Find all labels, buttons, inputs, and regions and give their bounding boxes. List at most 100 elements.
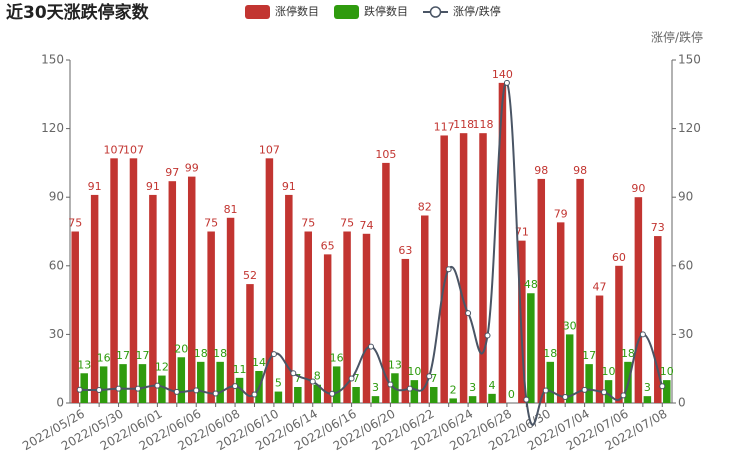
bar [537, 178, 546, 403]
y2-tick-label: 120 [678, 121, 701, 135]
y-tick-label: 120 [41, 121, 64, 135]
value-label: 4 [489, 379, 496, 392]
value-label: 98 [534, 164, 548, 177]
value-label: 7 [353, 372, 360, 385]
bar [246, 284, 254, 403]
line [79, 81, 664, 426]
value-label: 17 [116, 349, 130, 362]
value-label: 3 [644, 381, 651, 394]
bar [382, 162, 390, 403]
line-marker [76, 386, 83, 393]
line-marker [639, 331, 646, 338]
bar [129, 158, 138, 403]
value-label: 0 [508, 388, 515, 401]
value-label: 65 [321, 239, 335, 252]
y2-axis-label: 涨停/跌停 [651, 30, 703, 45]
value-label: 105 [375, 148, 396, 161]
bar [168, 181, 177, 403]
y-tick-label: 90 [49, 190, 64, 204]
bar [235, 377, 244, 403]
bar [498, 82, 507, 403]
legend-item: 涨停/跌停 [423, 4, 501, 18]
value-label: 11 [233, 363, 247, 376]
line-marker [601, 389, 608, 396]
line-marker [193, 387, 200, 394]
bar [80, 373, 88, 403]
line-marker [232, 383, 239, 390]
line-marker [620, 392, 627, 399]
value-label: 91 [146, 180, 160, 193]
bar [488, 393, 496, 403]
value-label: 73 [651, 221, 665, 234]
value-label: 140 [492, 68, 513, 81]
bar [576, 178, 584, 403]
value-label: 10 [602, 365, 616, 378]
line-marker [368, 343, 374, 350]
value-label: 2 [450, 383, 457, 396]
value-label: 17 [582, 349, 596, 362]
legend-label: 涨停数目 [275, 4, 319, 18]
line-marker [562, 393, 569, 400]
value-label: 79 [554, 207, 568, 220]
y-tick-label: 150 [41, 53, 64, 67]
legend-label: 涨停/跌停 [453, 4, 501, 18]
y-tick-label: 30 [49, 327, 64, 341]
line-marker [115, 385, 122, 392]
y2-tick-label: 150 [678, 53, 701, 67]
bar [421, 215, 429, 403]
value-label: 75 [301, 217, 315, 230]
value-label: 82 [418, 200, 432, 213]
line-marker [290, 370, 297, 377]
bar [119, 364, 127, 403]
chart-title: 近30天涨跌停家数 [6, 2, 150, 23]
value-label: 81 [224, 203, 238, 216]
bar [546, 361, 555, 403]
value-label: 90 [631, 182, 645, 195]
bar [362, 233, 371, 403]
value-label: 107 [259, 143, 280, 156]
legend-item: 涨停数目 [245, 4, 319, 19]
value-label: 7 [430, 372, 437, 385]
value-label: 17 [135, 349, 149, 362]
value-label: 10 [407, 365, 421, 378]
y2-tick-label: 30 [678, 327, 693, 341]
line-marker [134, 385, 141, 392]
value-label: 60 [612, 251, 626, 264]
line-marker [445, 266, 452, 273]
bar [216, 361, 224, 403]
value-label: 3 [372, 381, 379, 394]
value-label: 13 [388, 358, 402, 371]
value-label: 107 [104, 143, 125, 156]
bar [595, 295, 604, 403]
line-marker [329, 390, 336, 397]
bar [149, 194, 157, 403]
bar [323, 254, 332, 403]
value-label: 118 [453, 118, 474, 131]
bar [449, 398, 457, 403]
value-label: 18 [621, 347, 635, 360]
bar [401, 258, 410, 403]
value-label: 97 [165, 166, 179, 179]
bar [663, 380, 671, 403]
bar [556, 222, 565, 403]
line-marker [212, 390, 219, 397]
bar [187, 176, 196, 403]
bar [294, 386, 302, 403]
bar [196, 361, 205, 403]
bar [274, 391, 283, 403]
value-label: 75 [204, 217, 218, 230]
value-label: 98 [573, 164, 587, 177]
value-label: 5 [275, 377, 282, 390]
bar [304, 231, 312, 403]
value-label: 75 [340, 217, 354, 230]
value-label: 16 [97, 351, 111, 364]
value-label: 10 [660, 365, 674, 378]
line-marker [154, 382, 161, 389]
bar [527, 293, 535, 403]
value-label: 48 [524, 278, 538, 291]
line-marker [426, 373, 433, 380]
bar [410, 380, 419, 403]
value-label: 117 [434, 120, 455, 133]
bar [565, 334, 574, 403]
